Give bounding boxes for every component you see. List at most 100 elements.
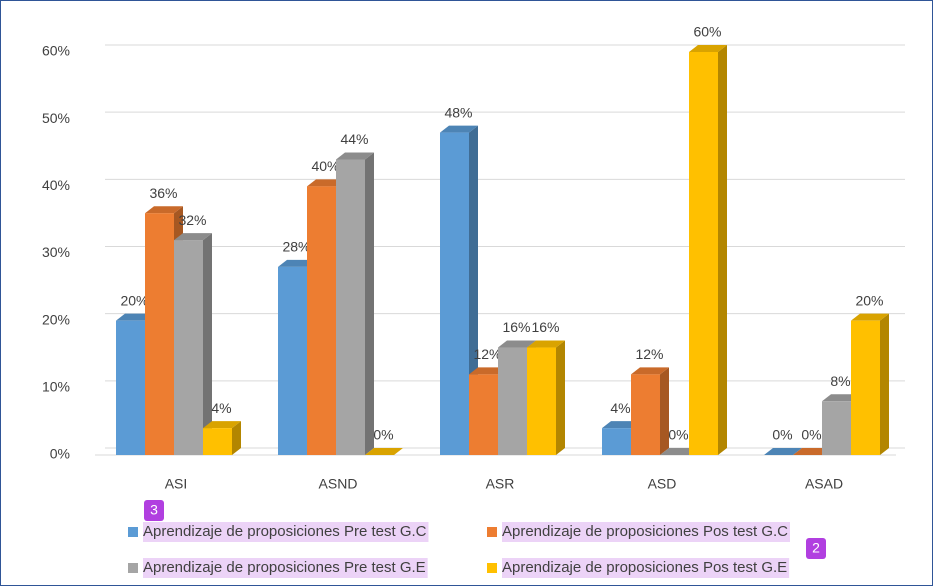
bar-side bbox=[232, 421, 241, 455]
bar-front bbox=[498, 347, 527, 455]
bar bbox=[631, 367, 669, 455]
y-tick-label: 10% bbox=[42, 379, 70, 395]
bar-front bbox=[527, 347, 556, 455]
bar-top bbox=[174, 233, 212, 241]
bar-front bbox=[631, 374, 660, 455]
bar-front bbox=[307, 186, 336, 456]
legend-swatch bbox=[128, 563, 138, 573]
data-label: 20% bbox=[120, 292, 148, 308]
annotation-label: 3 bbox=[150, 502, 158, 518]
y-tick-label: 40% bbox=[42, 177, 70, 193]
bar-front bbox=[440, 132, 469, 455]
bar bbox=[689, 45, 727, 455]
bar-top bbox=[145, 206, 183, 214]
bar-top bbox=[527, 340, 565, 348]
legend-swatch bbox=[128, 527, 138, 537]
bar-top bbox=[764, 448, 802, 455]
bar-front bbox=[336, 159, 365, 455]
bar-front bbox=[822, 401, 851, 455]
y-tick-label: 50% bbox=[42, 110, 70, 126]
legend-label: Aprendizaje de proposiciones Pre test G.… bbox=[143, 559, 426, 576]
annotation-badge bbox=[806, 538, 826, 559]
bar-front bbox=[116, 320, 145, 455]
data-label: 16% bbox=[531, 319, 559, 335]
bar bbox=[764, 448, 802, 455]
bar-side bbox=[880, 313, 889, 455]
legend-swatch bbox=[487, 563, 497, 573]
bar bbox=[174, 233, 212, 455]
y-tick-label: 20% bbox=[42, 311, 70, 327]
bar-top bbox=[793, 448, 831, 455]
y-tick-label: 0% bbox=[50, 446, 70, 462]
data-label: 0% bbox=[668, 427, 688, 443]
data-label: 44% bbox=[340, 131, 368, 147]
data-label: 40% bbox=[311, 158, 339, 174]
bar-front bbox=[145, 213, 174, 455]
bar-top bbox=[498, 340, 536, 348]
bar-top bbox=[278, 259, 316, 267]
y-tick-label: 60% bbox=[42, 43, 70, 59]
bar-front bbox=[469, 374, 498, 455]
data-label: 12% bbox=[635, 346, 663, 362]
bar-top bbox=[631, 367, 669, 375]
bar-top bbox=[203, 421, 241, 429]
bar bbox=[203, 421, 241, 455]
bar-side bbox=[718, 45, 727, 455]
bar-top bbox=[336, 152, 374, 160]
bar-front bbox=[278, 266, 307, 455]
bar bbox=[336, 152, 374, 455]
data-label: 60% bbox=[693, 24, 721, 40]
bar-front bbox=[602, 428, 631, 455]
y-tick-label: 30% bbox=[42, 244, 70, 260]
x-tick-label: ASD bbox=[648, 476, 677, 492]
data-label: 0% bbox=[373, 427, 393, 443]
data-label: 0% bbox=[801, 427, 821, 443]
data-label: 8% bbox=[830, 373, 850, 389]
legend-highlight bbox=[143, 558, 428, 578]
data-label: 4% bbox=[610, 400, 630, 416]
x-tick-label: ASAD bbox=[805, 476, 843, 492]
legend-label: Aprendizaje de proposiciones Pos test G.… bbox=[502, 523, 788, 540]
x-tick-label: ASI bbox=[165, 476, 188, 492]
bar-front bbox=[203, 428, 232, 455]
legend-swatch bbox=[487, 527, 497, 537]
bar-top bbox=[116, 313, 154, 321]
bar bbox=[851, 313, 889, 455]
bar-top bbox=[365, 448, 403, 455]
bar bbox=[527, 340, 565, 455]
x-tick-label: ASND bbox=[319, 476, 358, 492]
data-label: 16% bbox=[502, 319, 530, 335]
bar-side bbox=[203, 233, 212, 455]
annotation-badge bbox=[144, 500, 164, 521]
data-label: 4% bbox=[211, 400, 231, 416]
data-label: 28% bbox=[282, 239, 310, 255]
bar-front bbox=[851, 320, 880, 455]
legend-label: Aprendizaje de proposiciones Pre test G.… bbox=[143, 523, 427, 540]
bar-top bbox=[602, 421, 640, 429]
bar-top bbox=[822, 394, 860, 402]
bar bbox=[365, 448, 403, 455]
data-label: 20% bbox=[855, 292, 883, 308]
bar-front bbox=[174, 240, 203, 455]
legend-highlight bbox=[502, 558, 790, 578]
bar-top bbox=[440, 125, 478, 133]
annotation-label: 2 bbox=[812, 540, 820, 556]
data-label: 0% bbox=[772, 427, 792, 443]
data-label: 12% bbox=[473, 346, 501, 362]
x-tick-label: ASR bbox=[486, 476, 515, 492]
bar-top bbox=[469, 367, 507, 375]
bar-side bbox=[660, 367, 669, 455]
bar-top bbox=[307, 179, 345, 187]
bar-side bbox=[556, 340, 565, 455]
legend-highlight bbox=[502, 522, 790, 542]
data-label: 36% bbox=[149, 185, 177, 201]
bar bbox=[660, 448, 698, 455]
bar-front bbox=[689, 52, 718, 455]
legend-highlight bbox=[143, 522, 429, 542]
bar-side bbox=[365, 152, 374, 455]
data-label: 48% bbox=[444, 104, 472, 120]
data-label: 32% bbox=[178, 212, 206, 228]
bar bbox=[793, 448, 831, 455]
bar-top bbox=[660, 448, 698, 455]
